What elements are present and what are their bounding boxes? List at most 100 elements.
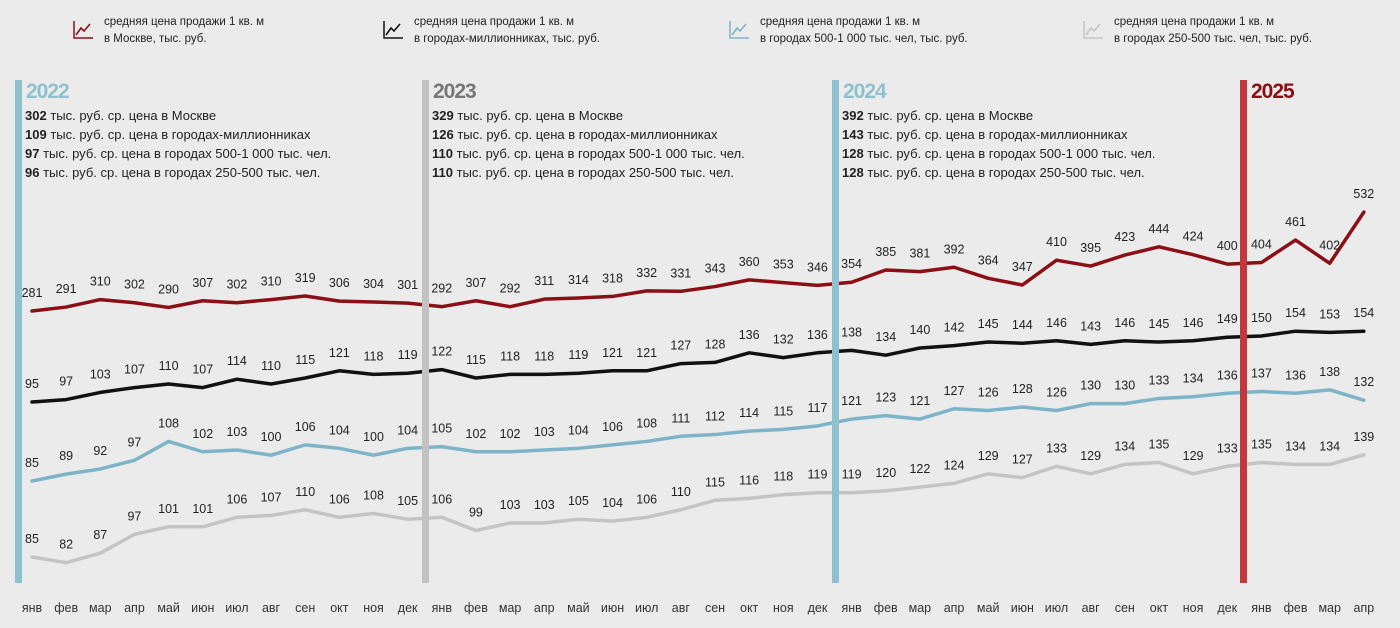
- data-label: 132: [773, 333, 794, 347]
- summary-row: 143 тыс. руб. ср. цена в городах-миллион…: [842, 127, 1128, 142]
- data-label: 103: [500, 498, 521, 512]
- data-label: 132: [1353, 375, 1374, 389]
- data-label: 106: [636, 492, 657, 506]
- data-label: 110: [261, 359, 281, 373]
- data-label: 402: [1319, 238, 1340, 252]
- line-chart-icon: [73, 21, 93, 39]
- x-tick-label: фев: [54, 601, 78, 615]
- data-label: 302: [226, 278, 247, 292]
- data-label: 423: [1114, 230, 1135, 244]
- x-tick-label: сен: [1115, 601, 1135, 615]
- data-label: 114: [227, 354, 247, 368]
- x-tick-label: апр: [534, 601, 555, 615]
- data-label: 395: [1080, 241, 1101, 255]
- data-label: 310: [90, 275, 111, 289]
- data-label: 95: [25, 377, 39, 391]
- data-label: 346: [807, 260, 828, 274]
- data-label: 146: [1046, 316, 1067, 330]
- legend-item: средняя цена продажи 1 кв. м в городах 50…: [729, 14, 968, 48]
- data-label: 353: [773, 258, 794, 272]
- x-tick-label: окт: [330, 601, 349, 615]
- data-label: 120: [875, 466, 896, 480]
- data-label: 102: [466, 427, 487, 441]
- data-label: 292: [431, 282, 452, 296]
- data-label: 136: [1217, 368, 1238, 382]
- data-label: 102: [192, 427, 213, 441]
- data-label: 137: [1251, 367, 1272, 381]
- data-label: 318: [602, 271, 623, 285]
- data-label: 119: [568, 348, 588, 362]
- year-label: 2024: [843, 80, 887, 103]
- summary-row: 110 тыс. руб. ср. цена в городах 250-500…: [432, 165, 734, 180]
- data-label: 146: [1114, 316, 1135, 330]
- legend-line1: средняя цена продажи 1 кв. м: [414, 16, 575, 28]
- data-label: 108: [636, 416, 657, 430]
- data-label: 136: [739, 328, 760, 342]
- data-label: 133: [1149, 373, 1170, 387]
- data-label: 121: [329, 346, 350, 360]
- legend-item: средняя цена продажи 1 кв. м в городах-ми…: [383, 14, 600, 48]
- x-tick-label: апр: [1354, 601, 1375, 615]
- summary-row: 392 тыс. руб. ср. цена в Москве: [842, 108, 1034, 123]
- x-tick-label: окт: [1150, 601, 1169, 615]
- data-label: 106: [602, 420, 623, 434]
- data-label: 82: [59, 538, 73, 552]
- data-label: 444: [1149, 222, 1170, 236]
- data-label: 133: [1046, 441, 1067, 455]
- legend-line1: средняя цена продажи 1 кв. м: [760, 16, 921, 28]
- legend-line2: в городах 500-1 000 тыс. чел, тыс. руб.: [760, 33, 968, 45]
- data-label: 105: [397, 494, 418, 508]
- data-label: 87: [93, 528, 107, 542]
- x-tick-label: янв: [432, 601, 453, 615]
- data-label: 105: [568, 494, 589, 508]
- data-label: 92: [93, 444, 107, 458]
- data-label: 107: [261, 490, 282, 504]
- year-summary: 329 тыс. руб. ср. цена в Москве 126 тыс. …: [432, 106, 745, 182]
- summary-row: 302 тыс. руб. ср. цена в Москве: [25, 108, 217, 123]
- data-label: 128: [1012, 382, 1033, 396]
- legend-line2: в Москве, тыс. руб.: [104, 33, 207, 45]
- data-label: 134: [875, 330, 896, 344]
- data-label: 121: [909, 394, 930, 408]
- data-label: 115: [466, 353, 486, 367]
- data-label: 116: [739, 473, 759, 487]
- data-label: 118: [534, 349, 554, 363]
- data-label: 107: [192, 363, 213, 377]
- data-label: 310: [261, 275, 282, 289]
- data-label: 150: [1251, 311, 1272, 325]
- data-label: 126: [1046, 385, 1067, 399]
- data-label: 135: [1149, 438, 1170, 452]
- year-summary: 302 тыс. руб. ср. цена в Москве 109 тыс. …: [25, 106, 331, 182]
- x-tick-label: июл: [225, 601, 248, 615]
- x-tick-label: фев: [1284, 601, 1308, 615]
- line-chart-icon: [1083, 21, 1103, 39]
- x-tick-label: ноя: [773, 601, 794, 615]
- data-label: 307: [192, 276, 213, 290]
- data-label: 307: [466, 276, 487, 290]
- data-label: 108: [363, 489, 384, 503]
- data-label: 143: [1080, 319, 1101, 333]
- x-tick-label: июн: [1011, 601, 1034, 615]
- x-tick-label: мар: [1318, 601, 1341, 615]
- data-label: 106: [431, 492, 452, 506]
- data-label: 392: [944, 242, 965, 256]
- data-label: 102: [500, 427, 521, 441]
- summary-row: 128 тыс. руб. ср. цена в городах 250-500…: [842, 165, 1145, 180]
- data-label: 118: [500, 349, 520, 363]
- data-label: 100: [261, 430, 282, 444]
- data-label: 281: [22, 286, 43, 300]
- x-tick-label: янв: [22, 601, 43, 615]
- year-divider: [422, 80, 429, 583]
- data-label: 149: [1217, 312, 1238, 326]
- year-label: 2022: [26, 80, 70, 103]
- data-label: 126: [978, 385, 999, 399]
- data-label: 136: [1285, 368, 1306, 382]
- data-label: 119: [398, 348, 418, 362]
- data-label: 364: [978, 253, 999, 267]
- data-label: 319: [295, 271, 316, 285]
- data-label: 332: [636, 266, 657, 280]
- data-label: 138: [841, 325, 862, 339]
- series-line: [30, 329, 1366, 404]
- year-divider: [15, 80, 22, 583]
- data-label: 110: [671, 485, 691, 499]
